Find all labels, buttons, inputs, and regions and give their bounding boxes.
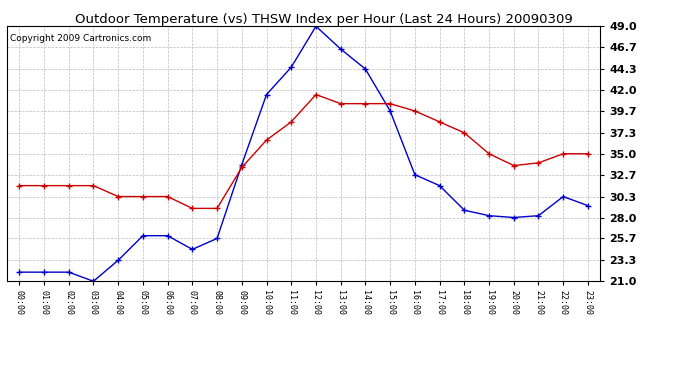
Text: Outdoor Temperature (vs) THSW Index per Hour (Last 24 Hours) 20090309: Outdoor Temperature (vs) THSW Index per …: [75, 13, 573, 26]
Text: Copyright 2009 Cartronics.com: Copyright 2009 Cartronics.com: [10, 34, 151, 43]
